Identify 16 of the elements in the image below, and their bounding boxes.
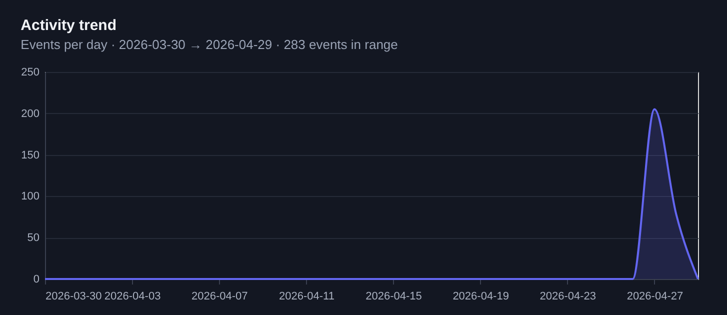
chart-title: Activity trend — [20, 17, 117, 34]
y-tick-label: 100 — [21, 190, 40, 203]
x-tick-label: 2026-04-23 — [540, 290, 596, 302]
y-tick-label: 200 — [21, 108, 40, 120]
x-tick-label: 2026-04-07 — [191, 290, 248, 302]
x-tick-label: 2026-04-15 — [366, 290, 422, 302]
y-tick-label: 150 — [21, 149, 40, 162]
x-tick-label: 2026-04-27 — [626, 290, 684, 302]
y-tick-label: 0 — [33, 274, 40, 286]
x-tick-label: 2026-04-11 — [278, 290, 334, 302]
y-tick-label: 250 — [21, 66, 40, 78]
x-tick-label: 2026-04-19 — [452, 290, 509, 302]
chart-subtitle: Events per day · 2026-03-30 → 2026-04-29 · 283 events in range — [20, 37, 398, 52]
x-tick-label: 2026-04-03 — [104, 290, 161, 302]
x-tick-label: 2026-03-30 — [46, 290, 102, 302]
y-tick-label: 50 — [27, 232, 40, 244]
